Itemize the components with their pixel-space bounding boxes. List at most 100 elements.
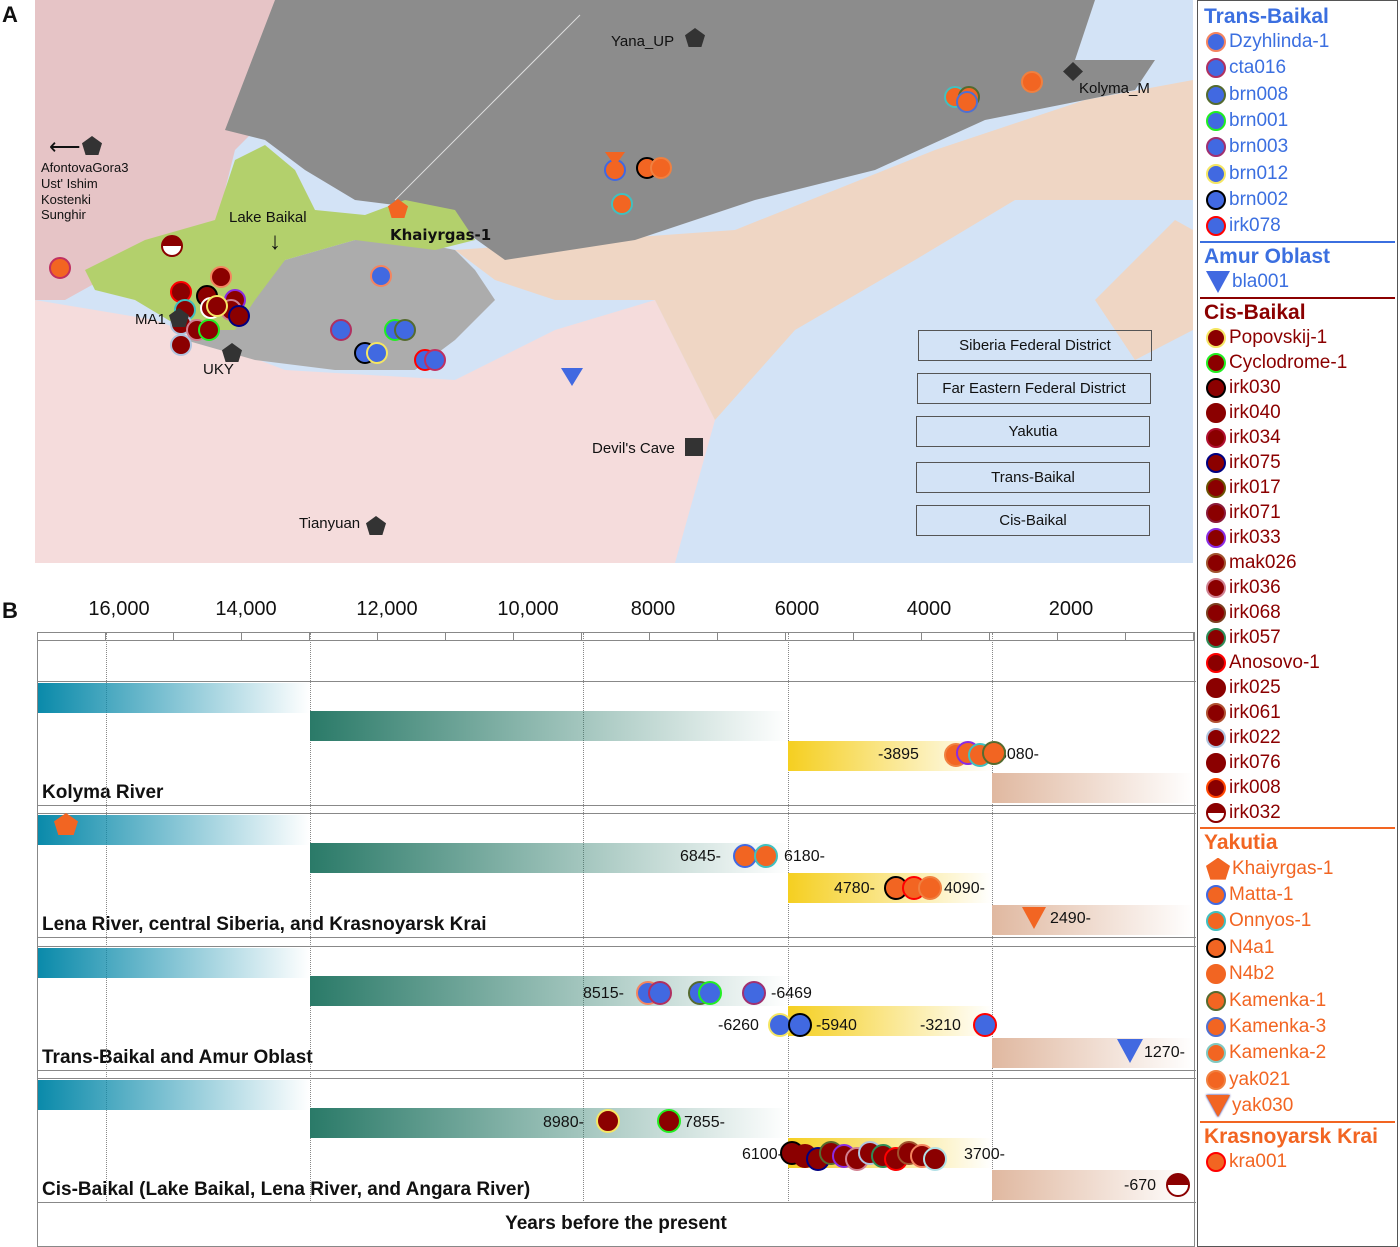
date-label: 3080- — [998, 746, 1039, 763]
pentagon-site-icon — [169, 308, 189, 327]
legend-item-label: brn012 — [1229, 162, 1289, 184]
legend-item-label: irk008 — [1229, 776, 1281, 798]
legend-item-label: irk032 — [1229, 801, 1281, 823]
region-far-east — [455, 80, 1193, 420]
legend-item: irk040 — [1198, 400, 1397, 425]
pentagon-marker-icon — [1206, 857, 1230, 880]
site-label-kolyma: Kolyma_M — [1079, 80, 1150, 97]
legend-item-label: N4b2 — [1229, 963, 1275, 985]
map-sample-marker — [198, 319, 220, 341]
legend-group-title: Trans-Baikal — [1204, 5, 1329, 28]
half-circle-marker-icon — [1206, 802, 1226, 823]
legend-item-label: N4a1 — [1229, 936, 1275, 958]
legend-item: Popovskij-1 — [1198, 325, 1397, 350]
map-sample-marker — [370, 265, 392, 287]
legend-item: Dzyhlinda-1 — [1198, 29, 1397, 55]
legend-item: irk071 — [1198, 500, 1397, 525]
circle-marker-icon — [1206, 477, 1226, 498]
row-title: Lena River, central Siberia, and Krasnoy… — [42, 914, 487, 935]
legend-item-label: irk068 — [1229, 601, 1281, 623]
tick-label: 8000 — [630, 598, 676, 620]
region-legend-yakutia: Yakutia — [916, 416, 1150, 447]
gridline — [310, 633, 311, 1201]
axis-title: Years before the present — [505, 1213, 727, 1234]
gridline — [788, 633, 789, 1201]
legend-item-label: cta016 — [1229, 57, 1287, 79]
sample-marker — [596, 1109, 620, 1133]
row-kolyma: Kolyma River — [38, 681, 1196, 806]
arrow-left-icon: ⟵ — [49, 134, 81, 159]
circle-marker-icon — [1206, 1152, 1226, 1173]
date-label: 4090- — [944, 880, 985, 897]
devils-cave-square-icon — [685, 438, 703, 456]
timeline: Kolyma River Lena River, central Siberia… — [37, 632, 1196, 1247]
legend-item: Anosovo-1 — [1198, 650, 1397, 675]
sample-marker — [923, 1147, 947, 1171]
legend-item: brn001 — [1198, 108, 1397, 134]
date-label: -3210 — [920, 1017, 961, 1034]
legend-item: Kamenka-2 — [1198, 1040, 1397, 1066]
gridline — [583, 633, 584, 1201]
legend-item-label: irk057 — [1229, 626, 1281, 648]
circle-marker-icon — [1206, 652, 1226, 673]
circle-marker-icon — [1206, 58, 1226, 79]
site-label-kostenki: Kostenki — [41, 192, 91, 207]
legend-item-label: irk071 — [1229, 501, 1281, 523]
legend-item: kra001 — [1198, 1149, 1397, 1175]
circle-marker-icon — [1206, 327, 1226, 348]
circle-marker-icon — [1206, 111, 1226, 132]
region-legend-siberia: Siberia Federal District — [918, 330, 1152, 361]
region-legend-cis-baikal: Cis-Baikal — [916, 505, 1150, 536]
circle-marker-icon — [1206, 352, 1226, 373]
row-title: Cis-Baikal (Lake Baikal, Lena River, and… — [42, 1179, 531, 1200]
legend-item-label: Kamenka-2 — [1229, 1042, 1327, 1064]
legend-item-label: irk075 — [1229, 451, 1281, 473]
date-label: 6845- — [680, 848, 721, 865]
legend-item-label: brn008 — [1229, 83, 1289, 105]
circle-marker-icon — [1206, 1016, 1226, 1037]
site-label-yana: Yana_UP — [611, 33, 675, 50]
map-sample-marker — [394, 319, 416, 341]
era-band — [38, 1080, 310, 1110]
date-label: -670 — [1124, 1177, 1157, 1194]
legend-item: Khaiyrgas-1 — [1198, 855, 1397, 881]
legend-item-label: yak030 — [1232, 1095, 1294, 1117]
tick-label: 6000 — [774, 598, 820, 620]
region-legend-far-east: Far Eastern Federal District — [917, 373, 1151, 404]
legend-item: irk032 — [1198, 800, 1397, 825]
legend-group-title: Yakutia — [1204, 831, 1278, 855]
site-label-khaiyrgas: Khaiyrgas-1 — [390, 226, 492, 244]
circle-marker-icon — [1206, 1069, 1226, 1090]
triangle-marker-icon — [1206, 271, 1230, 294]
date-label: -5940 — [816, 1017, 857, 1034]
legend-item: Matta-1 — [1198, 882, 1397, 908]
circle-marker-icon — [1206, 727, 1226, 748]
legend-item: brn012 — [1198, 160, 1397, 186]
legend-item-label: Khaiyrgas-1 — [1232, 857, 1334, 879]
legend-group-title: Krasnoyarsk Krai — [1204, 1125, 1378, 1149]
row-cis-baikal: Cis-Baikal (Lake Baikal, Lena River, and… — [38, 1078, 1196, 1203]
era-band — [992, 1170, 1194, 1200]
legend-item: brn002 — [1198, 187, 1397, 213]
circle-marker-icon — [1206, 527, 1226, 548]
legend-item: irk075 — [1198, 450, 1397, 475]
sample-marker — [742, 981, 766, 1005]
circle-marker-icon — [1206, 502, 1226, 523]
legend-item: Kamenka-3 — [1198, 1014, 1397, 1040]
era-band — [38, 683, 310, 713]
legend-item: Kamenka-1 — [1198, 987, 1397, 1013]
legend-item: irk068 — [1198, 600, 1397, 625]
triangle-marker-icon — [1206, 1095, 1230, 1118]
tick-label: 10,000 — [497, 598, 559, 620]
legend-item-label: irk078 — [1229, 215, 1281, 237]
date-label: 3700- — [964, 1146, 1005, 1163]
circle-marker-icon — [1206, 702, 1226, 723]
tick-label: 4000 — [906, 598, 952, 620]
legend-item-label: kra001 — [1229, 1151, 1288, 1173]
arrow-down-icon: ↓ — [269, 228, 281, 255]
map-sample-marker — [330, 319, 352, 341]
circle-marker-icon — [1206, 1043, 1226, 1064]
legend-item: irk025 — [1198, 675, 1397, 700]
circle-marker-icon — [1206, 990, 1226, 1011]
circle-marker-icon — [1206, 937, 1226, 958]
